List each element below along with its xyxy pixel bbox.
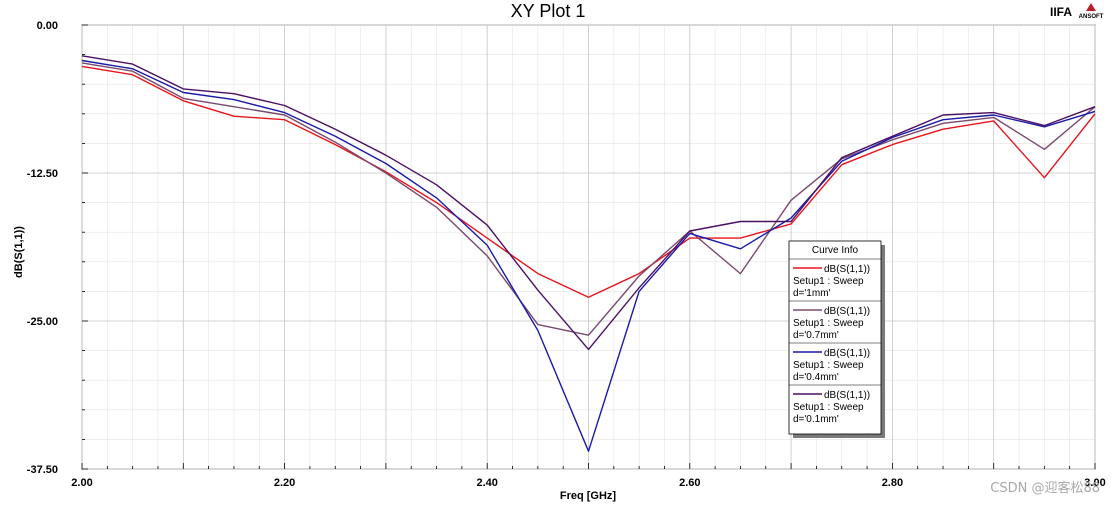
legend-title: Curve Info — [812, 245, 859, 256]
legend-param: d='1mm' — [793, 288, 831, 299]
legend-entries: dB(S(1,1))Setup1 : Sweepd='1mm'dB(S(1,1)… — [789, 264, 881, 425]
legend-setup: Setup1 : Sweep — [793, 276, 864, 287]
y-tick-labels: 0.00 -12.50 -25.00 -37.50 — [27, 20, 58, 476]
legend-series-name: dB(S(1,1)) — [824, 348, 870, 359]
ansoft-label: ANSOFT — [1079, 14, 1104, 20]
axis-ticks — [81, 24, 1096, 470]
legend-setup: Setup1 : Sweep — [793, 360, 864, 371]
brand-label: IIFA — [1050, 5, 1072, 19]
legend-series-name: dB(S(1,1)) — [824, 264, 870, 275]
legend-setup: Setup1 : Sweep — [793, 318, 864, 329]
legend-setup: Setup1 : Sweep — [793, 402, 864, 413]
legend-param: d='0.1mm' — [793, 414, 839, 425]
legend[interactable]: Curve Info dB(S(1,1))Setup1 : Sweepd='1m… — [788, 240, 885, 438]
chart-title: XY Plot 1 — [511, 1, 586, 21]
x-tick-label: 2.60 — [679, 477, 700, 489]
y-tick-label: -37.50 — [27, 464, 58, 476]
major-grid — [81, 24, 1096, 470]
series-line — [81, 55, 1096, 351]
ansoft-logo-icon — [1086, 3, 1096, 11]
y-tick-label: -12.50 — [27, 168, 58, 180]
legend-param: d='0.7mm' — [793, 330, 839, 341]
x-tick-labels: 2.00 2.20 2.40 2.60 2.80 3.00 — [71, 477, 1105, 489]
x-tick-label: 2.00 — [71, 477, 92, 489]
y-tick-label: 0.00 — [37, 20, 58, 32]
legend-series-name: dB(S(1,1)) — [824, 306, 870, 317]
series-line — [81, 59, 1096, 452]
ansoft-logo: ANSOFT — [1079, 3, 1104, 20]
series-lines — [81, 55, 1096, 452]
x-tick-label: 3.00 — [1084, 477, 1105, 489]
x-axis-label: Freq [GHz] — [560, 490, 617, 502]
y-axis-label: dB(S(1,1)) — [13, 226, 25, 278]
legend-series-name: dB(S(1,1)) — [824, 390, 870, 401]
series-line — [81, 62, 1096, 336]
legend-box — [788, 240, 882, 435]
x-tick-label: 2.80 — [882, 477, 903, 489]
y-tick-label: -25.00 — [27, 316, 58, 328]
legend-param: d='0.4mm' — [793, 372, 839, 383]
x-tick-label: 2.40 — [476, 477, 497, 489]
x-tick-label: 2.20 — [274, 477, 295, 489]
watermark: CSDN @迎客松88 — [990, 480, 1100, 496]
series-line — [81, 65, 1096, 298]
